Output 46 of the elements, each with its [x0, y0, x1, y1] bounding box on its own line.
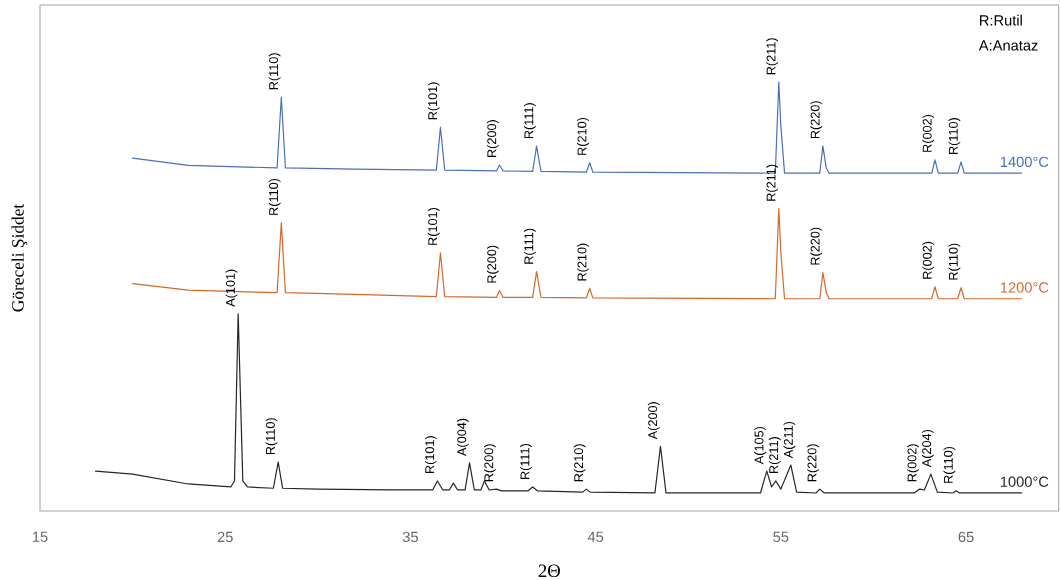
- annotation: R(200): [486, 120, 499, 157]
- annotation: A(101): [225, 269, 238, 307]
- x-tick-label: 45: [587, 531, 604, 542]
- annotation: R(002): [922, 241, 935, 279]
- annotation: R(101): [424, 436, 437, 473]
- x-tick-label: 35: [402, 531, 418, 543]
- text: A:Anataz: [978, 40, 1038, 51]
- annotation: R(110): [268, 53, 281, 90]
- annotation: R(200): [486, 245, 499, 283]
- annotation: R(211): [766, 38, 779, 75]
- annotation: R(110): [948, 243, 961, 280]
- annotation: R(111): [520, 443, 532, 479]
- annotation: A(211): [783, 421, 796, 459]
- annotation: R(110): [265, 418, 278, 455]
- annotation: R(211): [768, 437, 781, 473]
- annotation: A(204): [921, 429, 934, 468]
- x-tick-label: 55: [773, 531, 789, 542]
- annotation: R(111): [523, 103, 536, 139]
- annotation: R(220): [807, 444, 819, 482]
- x-tick-label: 15: [32, 531, 48, 542]
- annotation: R(101): [427, 82, 440, 120]
- series-label: 1400°C: [1000, 156, 1049, 168]
- x-tick-label: 65: [958, 531, 974, 543]
- annotation: R(220): [810, 101, 823, 139]
- text: R:Rutil: [980, 14, 1022, 26]
- annotation: R(220): [810, 227, 823, 265]
- annotation: R(210): [577, 243, 589, 281]
- annotation: R(110): [943, 446, 956, 483]
- annotation: R(211): [766, 164, 779, 201]
- annotation: R(110): [948, 118, 961, 154]
- annotation: A(105): [754, 426, 766, 465]
- y-axis-title: Göreceli Şiddet: [11, 203, 28, 312]
- annotation: R(002): [922, 114, 935, 152]
- annotation: R(210): [577, 117, 589, 155]
- annotation: A(200): [647, 402, 660, 440]
- x-tick-label: 25: [217, 531, 233, 543]
- x-axis-title: 2Θ: [538, 564, 560, 578]
- annotation: A(004): [456, 418, 469, 456]
- annotation: R(200): [483, 444, 496, 482]
- annotation: R(210): [573, 444, 586, 482]
- annotation: R(002): [907, 444, 919, 482]
- annotation: R(111): [523, 228, 536, 264]
- series-label: 1200°C: [1000, 282, 1049, 293]
- series-label: 1000°C: [1000, 476, 1049, 487]
- annotation: R(101): [427, 207, 440, 245]
- annotation: R(110): [268, 178, 281, 215]
